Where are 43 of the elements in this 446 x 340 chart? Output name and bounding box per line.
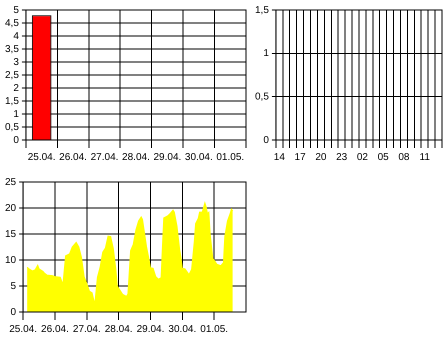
y-tick-label: 0 bbox=[263, 134, 270, 146]
y-tick-label: 4 bbox=[13, 30, 20, 42]
y-tick-label: 1,5 bbox=[254, 4, 270, 16]
x-tick-label: 27.04. bbox=[72, 324, 101, 335]
x-tick-label: 29.04. bbox=[136, 324, 164, 335]
x-tick-label: 30.04. bbox=[168, 324, 196, 335]
y-tick-label: 2 bbox=[13, 82, 20, 94]
y-tick-label: 3 bbox=[13, 56, 20, 68]
x-tick-label: 01.05. bbox=[216, 152, 244, 163]
x-tick-label: 26.04. bbox=[41, 324, 69, 335]
y-tick-label: 20 bbox=[5, 202, 17, 214]
x-tick-label: 01.05. bbox=[200, 324, 228, 335]
x-tick-label: 02 bbox=[356, 152, 368, 163]
y-tick-label: 0 bbox=[10, 306, 17, 318]
y-tick-label: 5 bbox=[10, 280, 17, 292]
y-tick-label: 4,5 bbox=[4, 18, 20, 29]
y-tick-label: 0,5 bbox=[4, 122, 20, 133]
x-tick-label: 27.04. bbox=[90, 152, 118, 163]
x-tick-label: 28.04. bbox=[122, 152, 150, 163]
y-tick-label: 10 bbox=[5, 254, 17, 266]
y-tick-label: 1,5 bbox=[4, 96, 20, 107]
y-tick-label: 3,5 bbox=[4, 44, 20, 55]
x-tick-label: 08 bbox=[398, 152, 410, 163]
y-tick-label: 1 bbox=[263, 48, 270, 60]
y-tick-label: 15 bbox=[5, 228, 17, 240]
x-tick-label: 26.04. bbox=[59, 152, 87, 163]
x-tick-label: 25.04. bbox=[28, 152, 56, 163]
y-tick-label: 5 bbox=[13, 4, 20, 16]
x-tick-label: 11 bbox=[420, 152, 430, 163]
x-tick-label: 28.04. bbox=[104, 324, 133, 335]
x-tick-label: 17 bbox=[294, 152, 306, 163]
x-tick-label: 30.04. bbox=[184, 152, 213, 163]
y-tick-label: 25 bbox=[5, 176, 17, 188]
y-tick-label: 0 bbox=[13, 134, 20, 146]
x-tick-label: 20 bbox=[315, 152, 327, 163]
y-tick-label: 0,5 bbox=[254, 91, 270, 102]
x-tick-label: 05 bbox=[378, 152, 390, 163]
x-tick-label: 25.04. bbox=[9, 324, 38, 335]
y-tick-label: 2,5 bbox=[4, 70, 20, 81]
x-tick-label: 14 bbox=[274, 152, 286, 163]
y-tick-label: 1 bbox=[13, 108, 20, 120]
x-tick-label: 23 bbox=[336, 152, 348, 163]
x-tick-label: 29.04. bbox=[153, 152, 182, 163]
